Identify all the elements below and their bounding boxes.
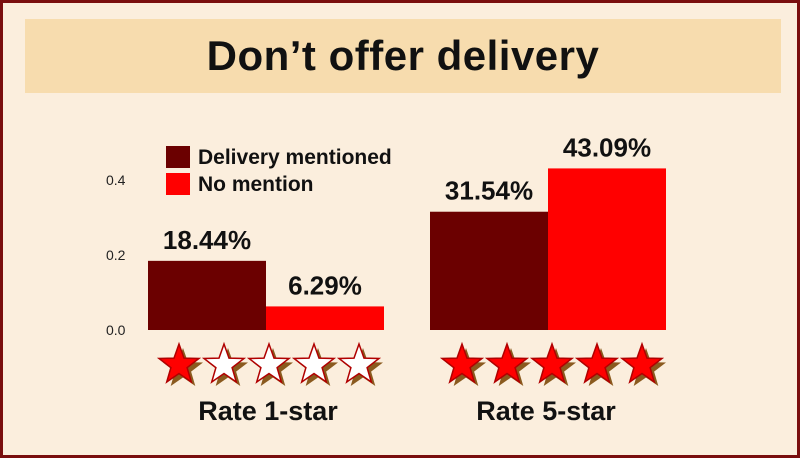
data-label: 31.54% (445, 176, 533, 206)
chart-title: Don’t offer delivery (206, 32, 600, 79)
star-filled-icon (619, 341, 665, 384)
bar-delivery-mentioned-1 (148, 260, 266, 330)
legend-label: Delivery mentioned (198, 146, 392, 169)
legend-swatch (166, 146, 190, 168)
star-ratings (156, 341, 666, 386)
legend-label: No mention (198, 173, 314, 196)
bar-no-mention-1 (266, 306, 384, 330)
category-label: Rate 1-star (198, 396, 338, 426)
data-label: 18.44% (163, 225, 251, 255)
star-filled-icon (529, 341, 575, 384)
category-label: Rate 5-star (476, 396, 616, 426)
star-empty-icon (246, 341, 292, 384)
star-empty-icon (201, 341, 247, 384)
y-tick-label: 0.4 (106, 172, 126, 188)
star-filled-icon (574, 341, 620, 384)
title-band: Don’t offer delivery (25, 19, 781, 93)
category-labels: Rate 1-star Rate 5-star (198, 396, 616, 426)
star-empty-icon (336, 341, 382, 384)
y-axis: 0.0 0.2 0.4 (106, 172, 126, 338)
star-filled-icon (484, 341, 530, 384)
bar-no-mention-2 (548, 168, 666, 330)
legend-swatch (166, 173, 190, 195)
y-tick-label: 0.2 (106, 247, 126, 263)
star-empty-icon (291, 341, 337, 384)
data-label: 6.29% (288, 270, 362, 300)
y-tick-label: 0.0 (106, 322, 126, 338)
data-labels: 18.44% 6.29% 31.54% 43.09% (163, 132, 651, 300)
star-filled-icon (156, 341, 202, 384)
bar-delivery-mentioned-2 (430, 211, 548, 330)
data-label: 43.09% (563, 132, 651, 162)
legend: Delivery mentioned No mention (166, 146, 392, 196)
star-filled-icon (439, 341, 485, 384)
bars (148, 168, 666, 330)
